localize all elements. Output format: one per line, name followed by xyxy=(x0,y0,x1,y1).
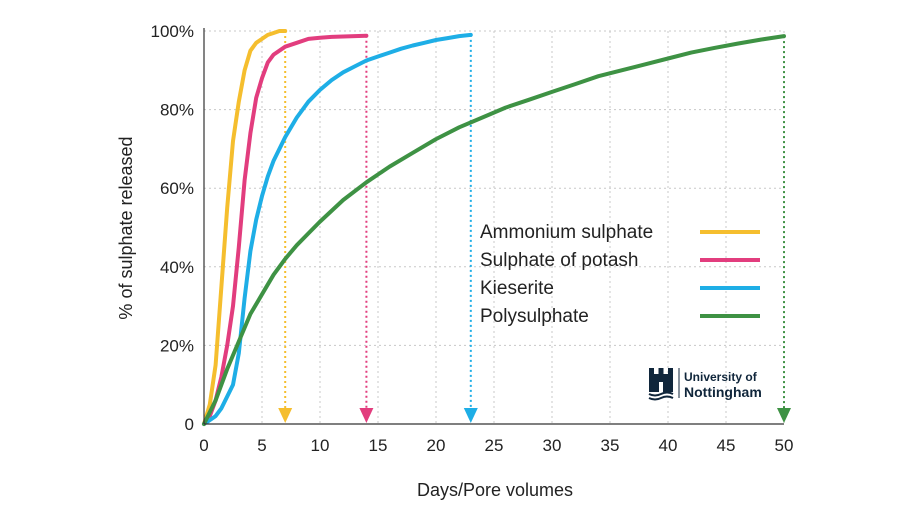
axes xyxy=(203,28,784,425)
x-tick-labels: 0 5 10 15 20 25 30 35 40 45 50 xyxy=(199,436,793,455)
x-tick-label: 5 xyxy=(257,436,266,455)
end-arrow-icon xyxy=(359,408,374,423)
x-tick-label: 15 xyxy=(369,436,388,455)
series-line xyxy=(202,32,473,426)
series-line xyxy=(202,34,786,426)
legend-label: Sulphate of potash xyxy=(480,250,638,271)
series-line xyxy=(202,29,288,426)
x-tick-label: 30 xyxy=(543,436,562,455)
series-line xyxy=(202,33,369,426)
x-tick-label: 35 xyxy=(601,436,620,455)
x-tick-label: 50 xyxy=(775,436,794,455)
logo-line2: Nottingham xyxy=(684,384,762,400)
legend-label: Ammonium sulphate xyxy=(480,222,653,243)
x-tick-label: 45 xyxy=(717,436,736,455)
legend: Ammonium sulphate Sulphate of potash Kiese… xyxy=(480,222,760,327)
y-tick-labels: 0 20% 40% 60% 80% 100% xyxy=(151,22,194,434)
series-lines xyxy=(202,29,786,426)
end-arrow-icon xyxy=(777,408,791,423)
university-logo: University of Nottingham xyxy=(648,368,762,401)
university-crest-icon xyxy=(648,368,674,401)
legend-label: Polysulphate xyxy=(480,306,589,327)
end-arrow-icon xyxy=(278,408,293,423)
y-tick-label: 20% xyxy=(160,336,194,355)
x-tick-label: 20 xyxy=(427,436,446,455)
x-tick-label: 40 xyxy=(659,436,678,455)
y-tick-label: 60% xyxy=(160,179,194,198)
x-axis-title: Days/Pore volumes xyxy=(417,480,573,500)
logo-line1: University of xyxy=(684,370,758,384)
legend-label: Kieserite xyxy=(480,278,554,299)
drop-lines xyxy=(278,31,791,423)
x-tick-label: 25 xyxy=(485,436,504,455)
end-arrow-icon xyxy=(463,408,478,423)
y-tick-label: 0 xyxy=(185,415,194,434)
x-tick-label: 0 xyxy=(199,436,208,455)
y-tick-label: 40% xyxy=(160,258,194,277)
y-tick-label: 100% xyxy=(151,22,194,41)
y-axis-title: % of sulphate released xyxy=(116,136,136,319)
x-tick-label: 10 xyxy=(311,436,330,455)
y-tick-label: 80% xyxy=(160,101,194,120)
